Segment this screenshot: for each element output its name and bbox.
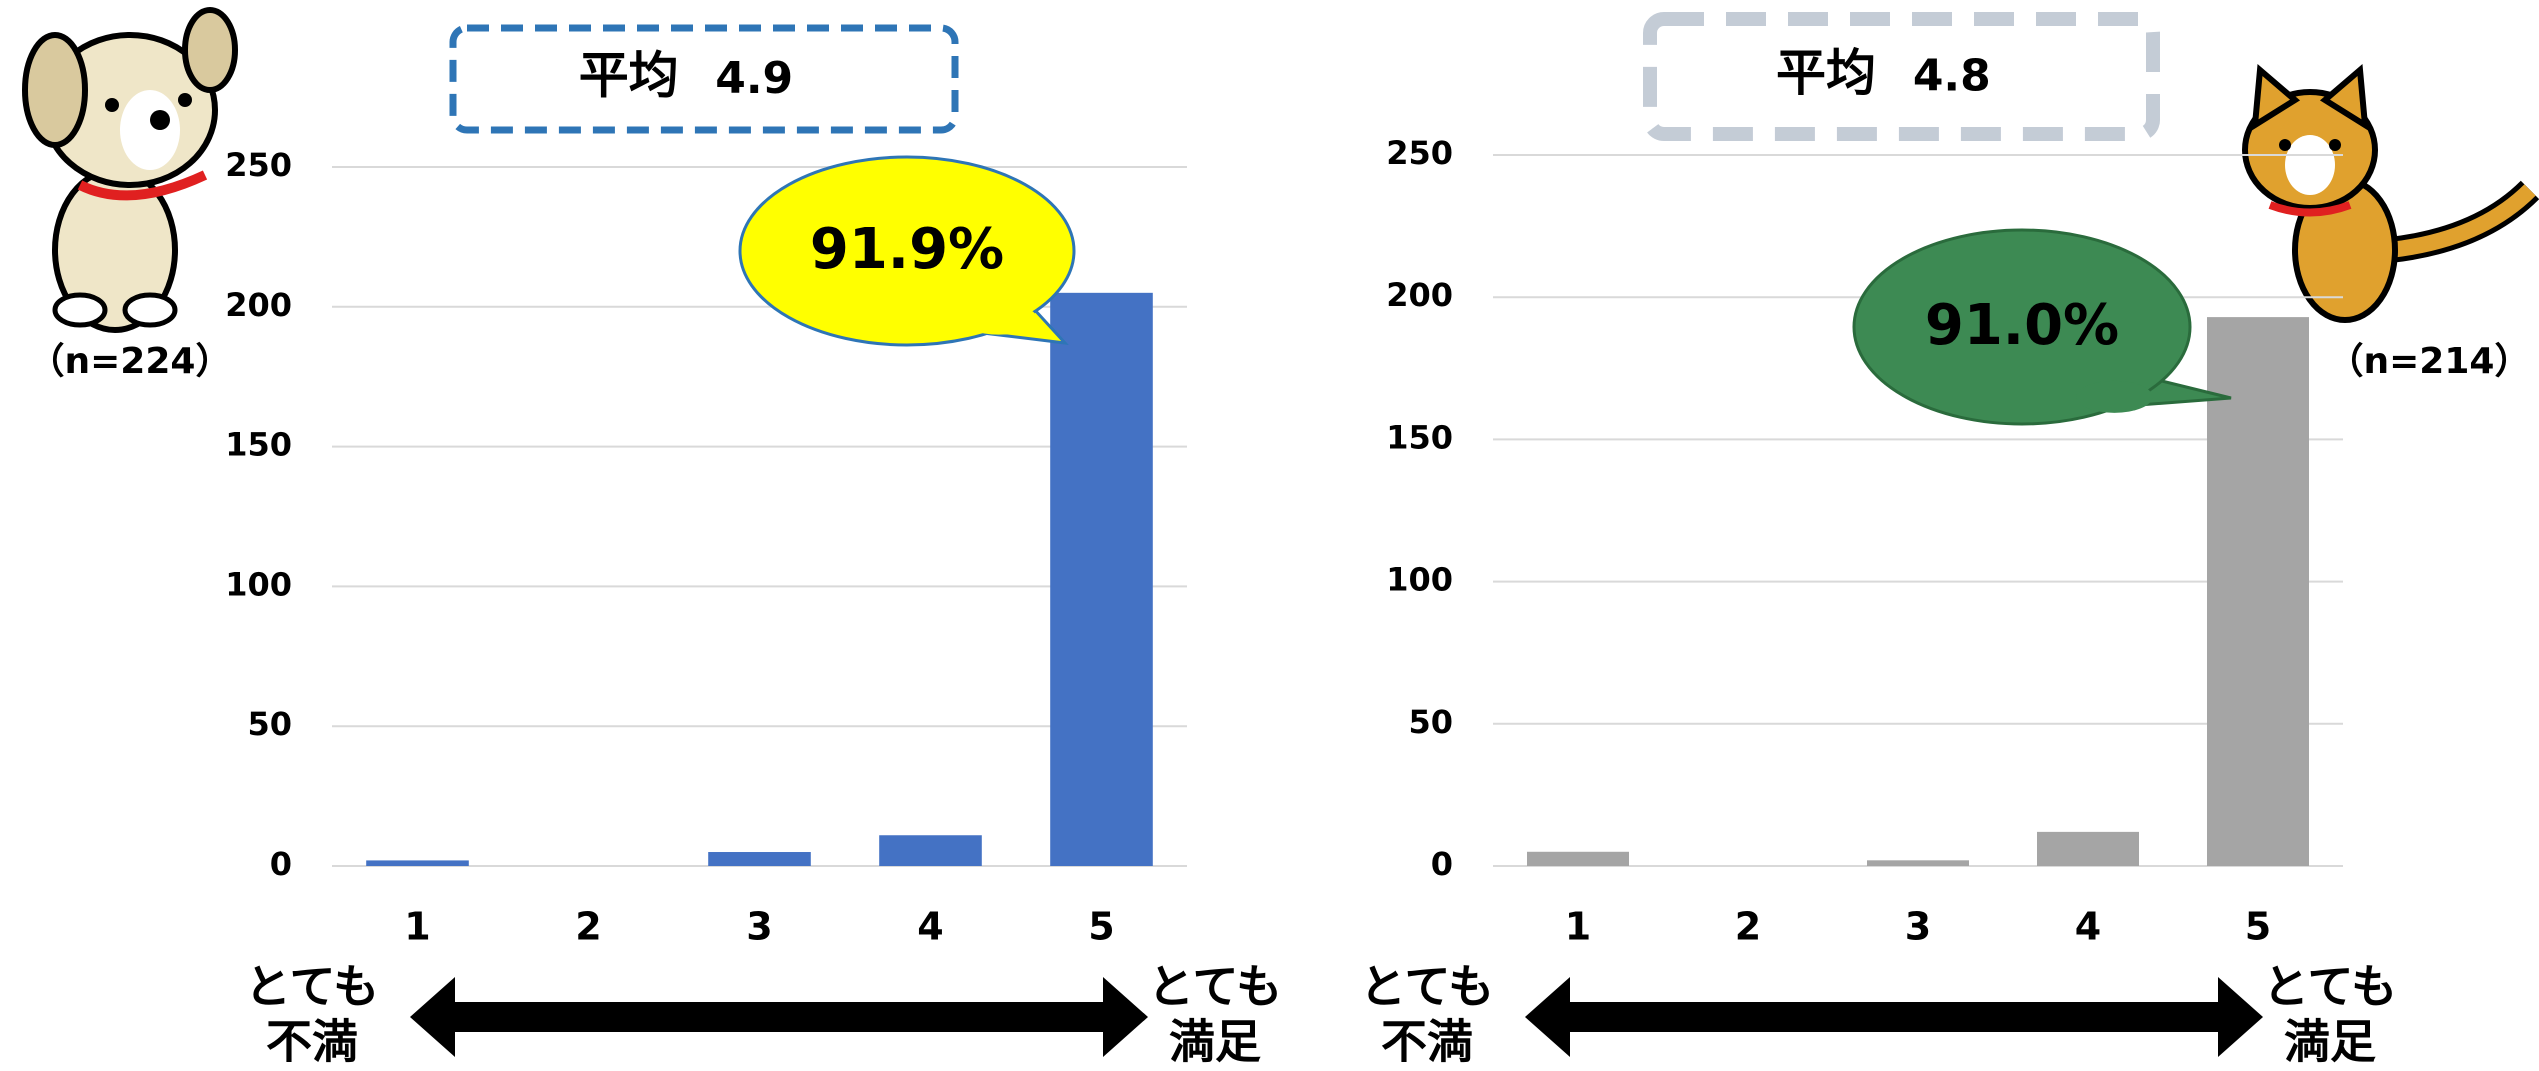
bar (1527, 851, 1629, 866)
x-tick-label: 5 (2245, 905, 2271, 949)
scale-arrow (410, 977, 1148, 1057)
bar (708, 852, 811, 866)
dog-icon (22, 7, 238, 333)
y-tick-label: 100 (225, 565, 292, 603)
bar (2037, 831, 2139, 866)
sample-size: （n=214） (2328, 341, 2531, 382)
bar (2207, 317, 2309, 866)
y-tick-label: 0 (1431, 845, 1453, 883)
y-tick-label: 100 (1386, 561, 1453, 599)
x-tick-label: 3 (1905, 905, 1931, 949)
bar (1867, 860, 1969, 866)
high-label: とても (2263, 960, 2397, 1014)
average-box (1643, 12, 2160, 141)
low-label: 不満 (266, 1015, 358, 1069)
y-tick-label: 250 (225, 146, 292, 184)
x-tick-label: 3 (746, 905, 772, 949)
x-tick-label: 5 (1088, 905, 1114, 949)
y-tick-label: 50 (1408, 703, 1453, 741)
callout-joint (960, 302, 1037, 335)
callout-bubble (738, 155, 1076, 347)
y-tick-label: 150 (1386, 418, 1453, 456)
bar (879, 835, 982, 866)
high-label: 満足 (2284, 1015, 2376, 1069)
x-tick-label: 1 (1565, 905, 1591, 949)
average-value: 4.8 (1913, 51, 1991, 102)
y-tick-label: 50 (247, 705, 292, 743)
x-tick-label: 2 (1735, 905, 1761, 949)
average-box (449, 24, 959, 134)
x-tick-label: 4 (917, 905, 943, 949)
y-tick-label: 0 (270, 845, 292, 883)
x-tick-label: 4 (2075, 905, 2101, 949)
y-tick-label: 150 (225, 426, 292, 464)
x-tick-label: 1 (404, 905, 430, 949)
sample-size: （n=224） (29, 341, 232, 382)
x-tick-label: 2 (575, 905, 601, 949)
average-label: 平均 (1776, 44, 1876, 102)
callout-text: 91.9% (810, 217, 1004, 282)
callout-text: 91.0% (1925, 293, 2119, 358)
high-label: 満足 (1169, 1015, 1261, 1069)
y-tick-label: 200 (1386, 276, 1453, 314)
low-label: 不満 (1381, 1015, 1473, 1069)
y-tick-label: 200 (225, 286, 292, 324)
bar (1050, 292, 1153, 866)
low-label: とても (245, 960, 379, 1014)
average-label: 平均 (579, 47, 679, 105)
high-label: とても (1148, 960, 1282, 1014)
average-value: 4.9 (715, 53, 793, 104)
callout-bubble (1852, 228, 2192, 426)
cat-icon (2242, 63, 2539, 323)
scale-arrow (1525, 977, 2263, 1057)
y-tick-label: 250 (1386, 134, 1453, 172)
callout-joint (2076, 380, 2153, 413)
bar (366, 860, 469, 866)
low-label: とても (1360, 960, 1494, 1014)
